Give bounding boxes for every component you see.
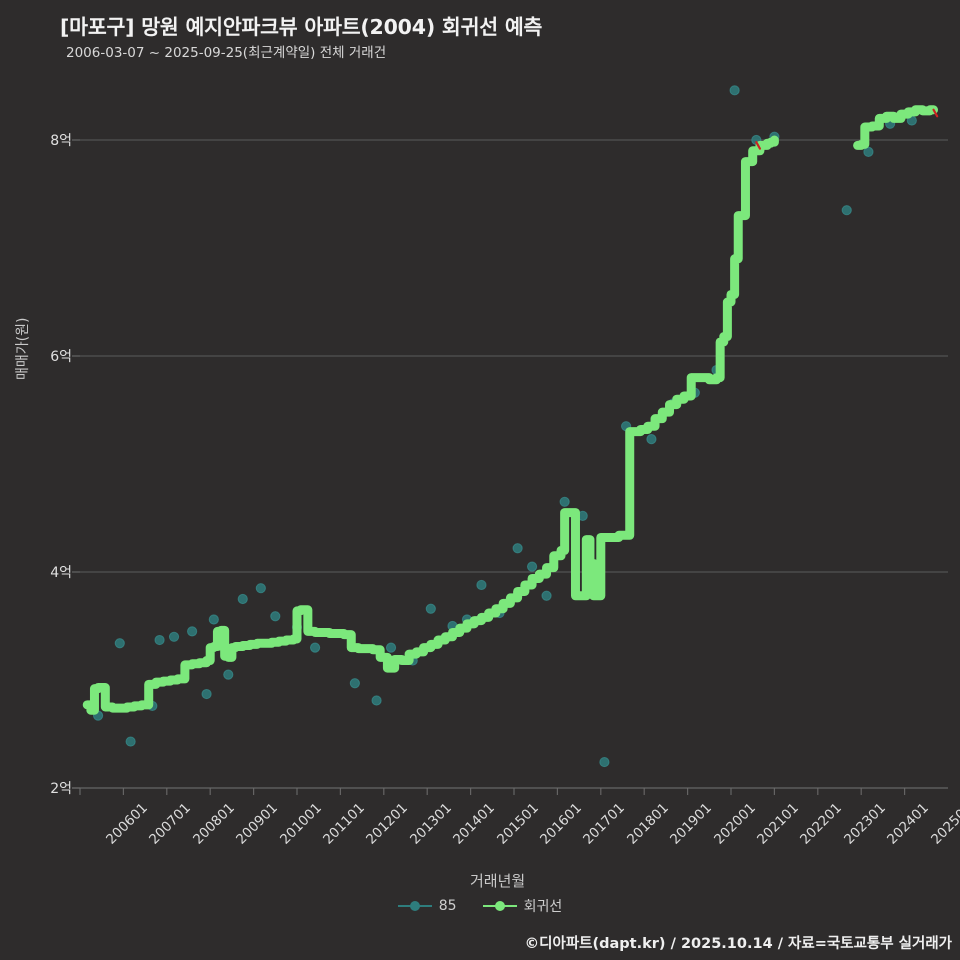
scatter-point [512,543,523,554]
legend-item[interactable]: 회귀선 [482,896,563,916]
scatter-point [201,688,212,700]
chart-title: [마포구] 망원 예지안파크뷰 아파트(2004) 회귀선 예측 [60,15,543,39]
chart-legend: 85 회귀선 [0,896,960,916]
highlight-marker [932,108,939,118]
x-axis-label: 거래년월 [470,872,526,890]
footer-credit: ©디아파트(dapt.kr) / 2025.10.14 / 자료=국토교통부 실… [524,936,952,952]
scatter-point [425,603,436,614]
scatter-point [476,579,487,591]
scatter-point [526,561,538,572]
scatter-point [255,583,266,594]
highlight-marker [755,141,762,150]
regression-line [82,135,779,715]
scatter-point [309,642,321,653]
legend-marker-icon [397,899,432,913]
legend-marker-icon [482,899,517,913]
legend-label: 85 [438,898,457,914]
scatter-point [168,631,180,642]
y-tick-label: 4억 [50,565,72,581]
scatter-point [385,642,397,653]
regression-line [853,105,939,150]
legend-item[interactable]: 85 [397,898,457,914]
y-tick-label: 2억 [50,781,72,797]
scatter-point [371,695,382,706]
chart-subtitle: 2006-03-07 ~ 2025-09-25(최근계약일) 전체 거래건 [66,45,387,61]
scatter-point [646,434,657,445]
y-tick-label: 8억 [50,133,72,149]
scatter-point [349,678,360,689]
scatter-point [237,593,248,605]
scatter-point [729,85,740,96]
scatter-point [599,756,610,768]
scatter-point [270,611,281,622]
scatter-point [208,614,219,625]
y-tick-label: 6억 [50,349,72,365]
scatter-point [187,626,198,637]
scatter-point [154,634,165,646]
legend-label: 회귀선 [523,899,563,915]
scatter-point [125,736,136,747]
scatter-point [863,146,874,157]
scatter-point [114,638,125,649]
scatter-point [223,669,234,680]
scatter-point [841,205,852,216]
scatter-point [541,590,552,601]
scatter-point [559,496,570,507]
